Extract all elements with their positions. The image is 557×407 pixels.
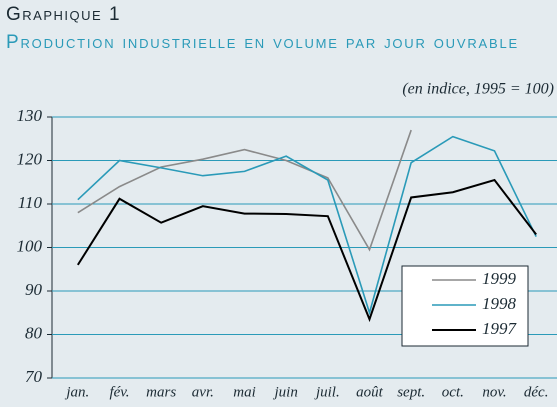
series-line	[77, 129, 412, 252]
x-tick-label: déc.	[524, 384, 549, 400]
x-tick-label: juil.	[314, 384, 340, 400]
x-tick-label: avr.	[192, 384, 214, 400]
series-line	[77, 135, 537, 316]
x-tick-label: mai	[233, 384, 256, 400]
x-tick-label: mars	[146, 384, 176, 400]
x-tick-label: août	[356, 384, 384, 400]
series-line	[76, 178, 537, 323]
x-tick-label: nov.	[482, 384, 506, 400]
chart-kicker: Graphique 1	[6, 4, 122, 25]
y-tick-label: 100	[17, 236, 43, 255]
legend-label: 1999	[482, 269, 517, 288]
y-tick-label: 110	[18, 193, 43, 212]
x-tick-label: sept.	[397, 384, 425, 400]
x-tick-label: oct.	[442, 384, 464, 400]
y-tick-label: 90	[25, 280, 43, 299]
y-tick-label: 130	[17, 106, 43, 125]
y-tick-label: 80	[25, 323, 43, 342]
legend-label: 1997	[482, 319, 518, 338]
chart-title: Production industrielle en volume par jo…	[6, 32, 519, 53]
y-tick-label: 120	[17, 149, 43, 168]
y-tick-label: 70	[25, 367, 43, 386]
chart-subtitle: (en indice, 1995 = 100)	[402, 81, 554, 98]
x-tick-label: jan.	[64, 384, 89, 400]
x-tick-label: juin	[272, 384, 297, 400]
legend-label: 1998	[482, 294, 517, 313]
x-tick-label: fév.	[109, 384, 129, 400]
